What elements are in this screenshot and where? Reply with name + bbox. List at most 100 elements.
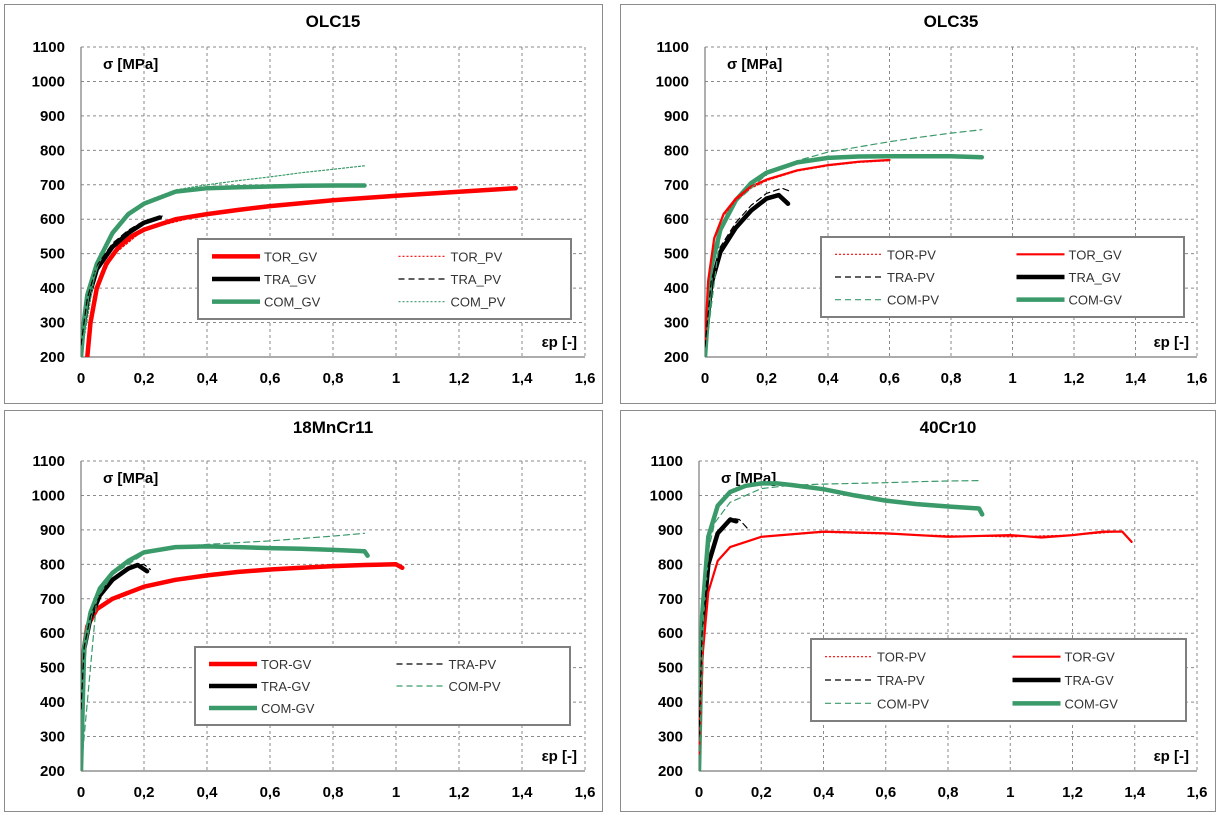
series-line-tra-pv (81, 563, 151, 710)
legend-box (820, 236, 1185, 318)
x-tick-label: 1,2 (1062, 784, 1083, 801)
x-tick-label: 0,2 (756, 370, 777, 387)
series-line-tra-gv (81, 562, 150, 712)
x-tick-label: 1,6 (1187, 784, 1208, 801)
y-tick-label: 1100 (656, 39, 689, 56)
x-tick-label: 0 (695, 784, 703, 801)
legend-label: TOR-PV (877, 650, 926, 665)
y-tick-label: 1000 (32, 73, 65, 90)
series-line-com-gv (699, 481, 985, 771)
chart-panel-18mncr11: 18MnCr11 0 0,2 0,4 0,6 0,8 1 1,2 1,4 1,6 200 300 400… (4, 410, 603, 812)
y-axis-label: σ [MPa] (103, 470, 158, 487)
legend-label: TOR-GV (261, 657, 312, 672)
x-tick-label: 1,2 (449, 784, 470, 801)
x-tick-label: 1,2 (449, 370, 470, 387)
y-axis-label: σ [MPa] (103, 56, 158, 73)
y-tick-label: 600 (40, 211, 65, 228)
chart-panel-olc35: OLC35 0 0,2 0,4 0,6 0,8 1 1,2 1,4 1,6 200 300 400 500… (620, 4, 1216, 404)
y-tick-label: 900 (40, 108, 65, 125)
x-axis-label: εp [-] (542, 334, 577, 351)
y-tick-label: 900 (658, 522, 683, 539)
series-group (81, 165, 518, 357)
y-tick-label: 500 (664, 246, 689, 263)
legend: TOR_GV TOR_PV TRA_GV TRA_PV COM_GV COM_PV (197, 238, 572, 320)
legend-label: TRA-PV (877, 673, 925, 688)
legend: TOR-PV TOR-GV TRA-PV TRA-GV COM-PV COM-GV (810, 638, 1187, 722)
legend-label: TRA-PV (449, 657, 497, 672)
x-tick-label: 0,8 (323, 784, 344, 801)
y-tick-label: 400 (40, 694, 65, 711)
y-tick-label: 500 (40, 246, 65, 263)
y-tick-label: 700 (40, 591, 65, 608)
series-line-com-pv (705, 129, 983, 357)
y-tick-label: 700 (664, 177, 689, 194)
series-line-com-pv (81, 165, 366, 357)
series-line-tor-pv (699, 531, 1120, 755)
series-line-com-pv (81, 532, 366, 771)
legend-label: TRA_PV (451, 272, 502, 287)
x-tick-label: 1 (392, 370, 400, 387)
series-line-tra-pv (705, 187, 792, 348)
y-tick-label: 1000 (656, 73, 689, 90)
y-tick-label: 800 (40, 142, 65, 159)
legend-label: TOR-PV (887, 247, 936, 262)
y-tick-label: 200 (40, 763, 65, 780)
x-tick-label: 0,8 (323, 370, 344, 387)
y-tick-label: 400 (664, 280, 689, 297)
legend-label: TOR_PV (451, 249, 503, 264)
legend: TOR-PV TOR_GV TRA-PV TRA_GV COM-PV COM-GV (820, 236, 1185, 318)
legend-label: TRA_GV (1069, 270, 1121, 285)
y-tick-label: 200 (658, 763, 683, 780)
legend-label: TRA-GV (1065, 673, 1114, 688)
chart-title: 40Cr10 (920, 418, 977, 437)
legend-label: TOR-GV (1065, 650, 1116, 665)
series-line-com-gv (705, 153, 985, 357)
x-tick-label: 1,6 (575, 370, 596, 387)
y-tick-label: 800 (40, 556, 65, 573)
y-tick-label: 800 (658, 556, 683, 573)
legend-label: COM-PV (449, 679, 501, 694)
x-axis-label: εp [-] (1154, 748, 1189, 765)
x-tick-label: 0,4 (818, 370, 840, 387)
series-line-com-gv (81, 183, 367, 357)
y-tick-label: 1100 (32, 39, 65, 56)
y-tick-label: 400 (40, 280, 65, 297)
series-group (699, 480, 1133, 771)
y-tick-label: 600 (664, 211, 689, 228)
y-tick-label: 300 (40, 315, 65, 332)
y-tick-label: 200 (664, 349, 689, 366)
x-axis-label: εp [-] (542, 748, 577, 765)
x-tick-label: 1,6 (1187, 370, 1208, 387)
x-tick-label: 1 (392, 784, 400, 801)
x-tick-label: 0,6 (879, 370, 900, 387)
y-tick-label: 800 (664, 142, 689, 159)
chart-title: OLC35 (924, 12, 979, 31)
legend-label: COM-PV (877, 696, 929, 711)
x-axis-label: εp [-] (1154, 334, 1189, 351)
x-tick-label: 0 (701, 370, 709, 387)
chart-svg: OLC35 0 0,2 0,4 0,6 0,8 1 1,2 1,4 1,6 200 300 400 500… (656, 12, 1208, 387)
x-tick-label: 0,8 (938, 784, 959, 801)
x-tick-label: 0,6 (260, 784, 281, 801)
x-tick-label: 0,4 (813, 784, 835, 801)
y-tick-label: 300 (658, 729, 683, 746)
x-tick-label: 1,4 (512, 370, 534, 387)
chart-title: 18MnCr11 (293, 418, 373, 437)
y-tick-label: 200 (40, 349, 65, 366)
x-tick-label: 1,6 (575, 784, 596, 801)
legend-label: COM-GV (261, 701, 315, 716)
x-tick-label: 1,2 (1064, 370, 1085, 387)
y-tick-label: 1100 (650, 453, 683, 470)
legend-label: TRA-PV (887, 270, 935, 285)
y-tick-label: 900 (40, 522, 65, 539)
x-tick-label: 1 (1008, 370, 1016, 387)
x-tick-label: 0 (77, 784, 85, 801)
x-tick-label: 0,2 (134, 370, 155, 387)
y-tick-label: 700 (40, 177, 65, 194)
legend: TOR-GV TRA-PV TRA-GV COM-PV COM-GV (194, 646, 571, 726)
chart-panel-olc15: OLC15 0 0,2 0,4 0,6 0,8 1 1,2 1,4 1,6 200 300 400 500… (4, 4, 603, 404)
legend-box (194, 646, 571, 726)
series-line-tor-gv (705, 158, 891, 345)
x-tick-label: 0,4 (197, 370, 219, 387)
legend-label: TOR_GV (264, 249, 318, 264)
